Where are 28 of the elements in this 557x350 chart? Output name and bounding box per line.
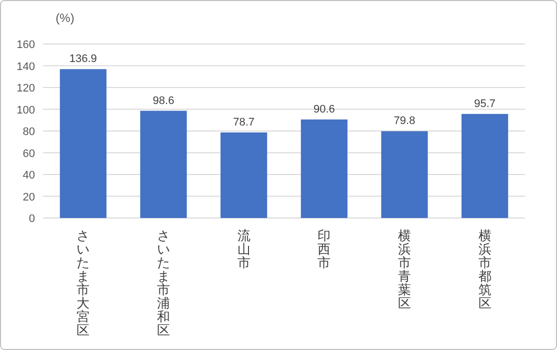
data-label: 90.6 bbox=[313, 103, 335, 116]
y-tick-label: 20 bbox=[22, 191, 35, 204]
y-tick-label: 40 bbox=[22, 170, 35, 182]
x-tick-label: 流山市 bbox=[237, 228, 250, 270]
x-tick-label: 横浜市都筑区 bbox=[478, 228, 492, 310]
bar bbox=[462, 114, 508, 218]
bar bbox=[220, 132, 268, 218]
y-tick-label: 0 bbox=[28, 213, 35, 225]
x-tick-label: さいたま市浦和区 bbox=[157, 228, 170, 338]
y-tick-label: 100 bbox=[16, 104, 35, 116]
y-tick-label: 80 bbox=[22, 126, 35, 138]
data-label: 79.8 bbox=[394, 115, 416, 128]
x-tick-label: さいたま市大宮区 bbox=[76, 228, 90, 338]
data-label: 98.6 bbox=[152, 94, 174, 107]
bar bbox=[140, 110, 187, 218]
y-tick-label: 60 bbox=[22, 148, 35, 160]
bar bbox=[60, 69, 106, 218]
y-tick-label: 120 bbox=[16, 82, 35, 94]
data-label: 95.7 bbox=[474, 98, 496, 110]
bar bbox=[381, 131, 428, 218]
bar bbox=[300, 119, 348, 218]
y-tick-label: 140 bbox=[16, 60, 35, 73]
data-label: 78.7 bbox=[233, 116, 255, 128]
data-label: 136.9 bbox=[69, 53, 97, 66]
y-tick-label: 160 bbox=[16, 39, 35, 51]
x-tick-label: 印西市 bbox=[318, 228, 331, 270]
x-tick-label: 横浜市青葉区 bbox=[398, 228, 411, 310]
y-axis-title: (%) bbox=[56, 11, 74, 25]
